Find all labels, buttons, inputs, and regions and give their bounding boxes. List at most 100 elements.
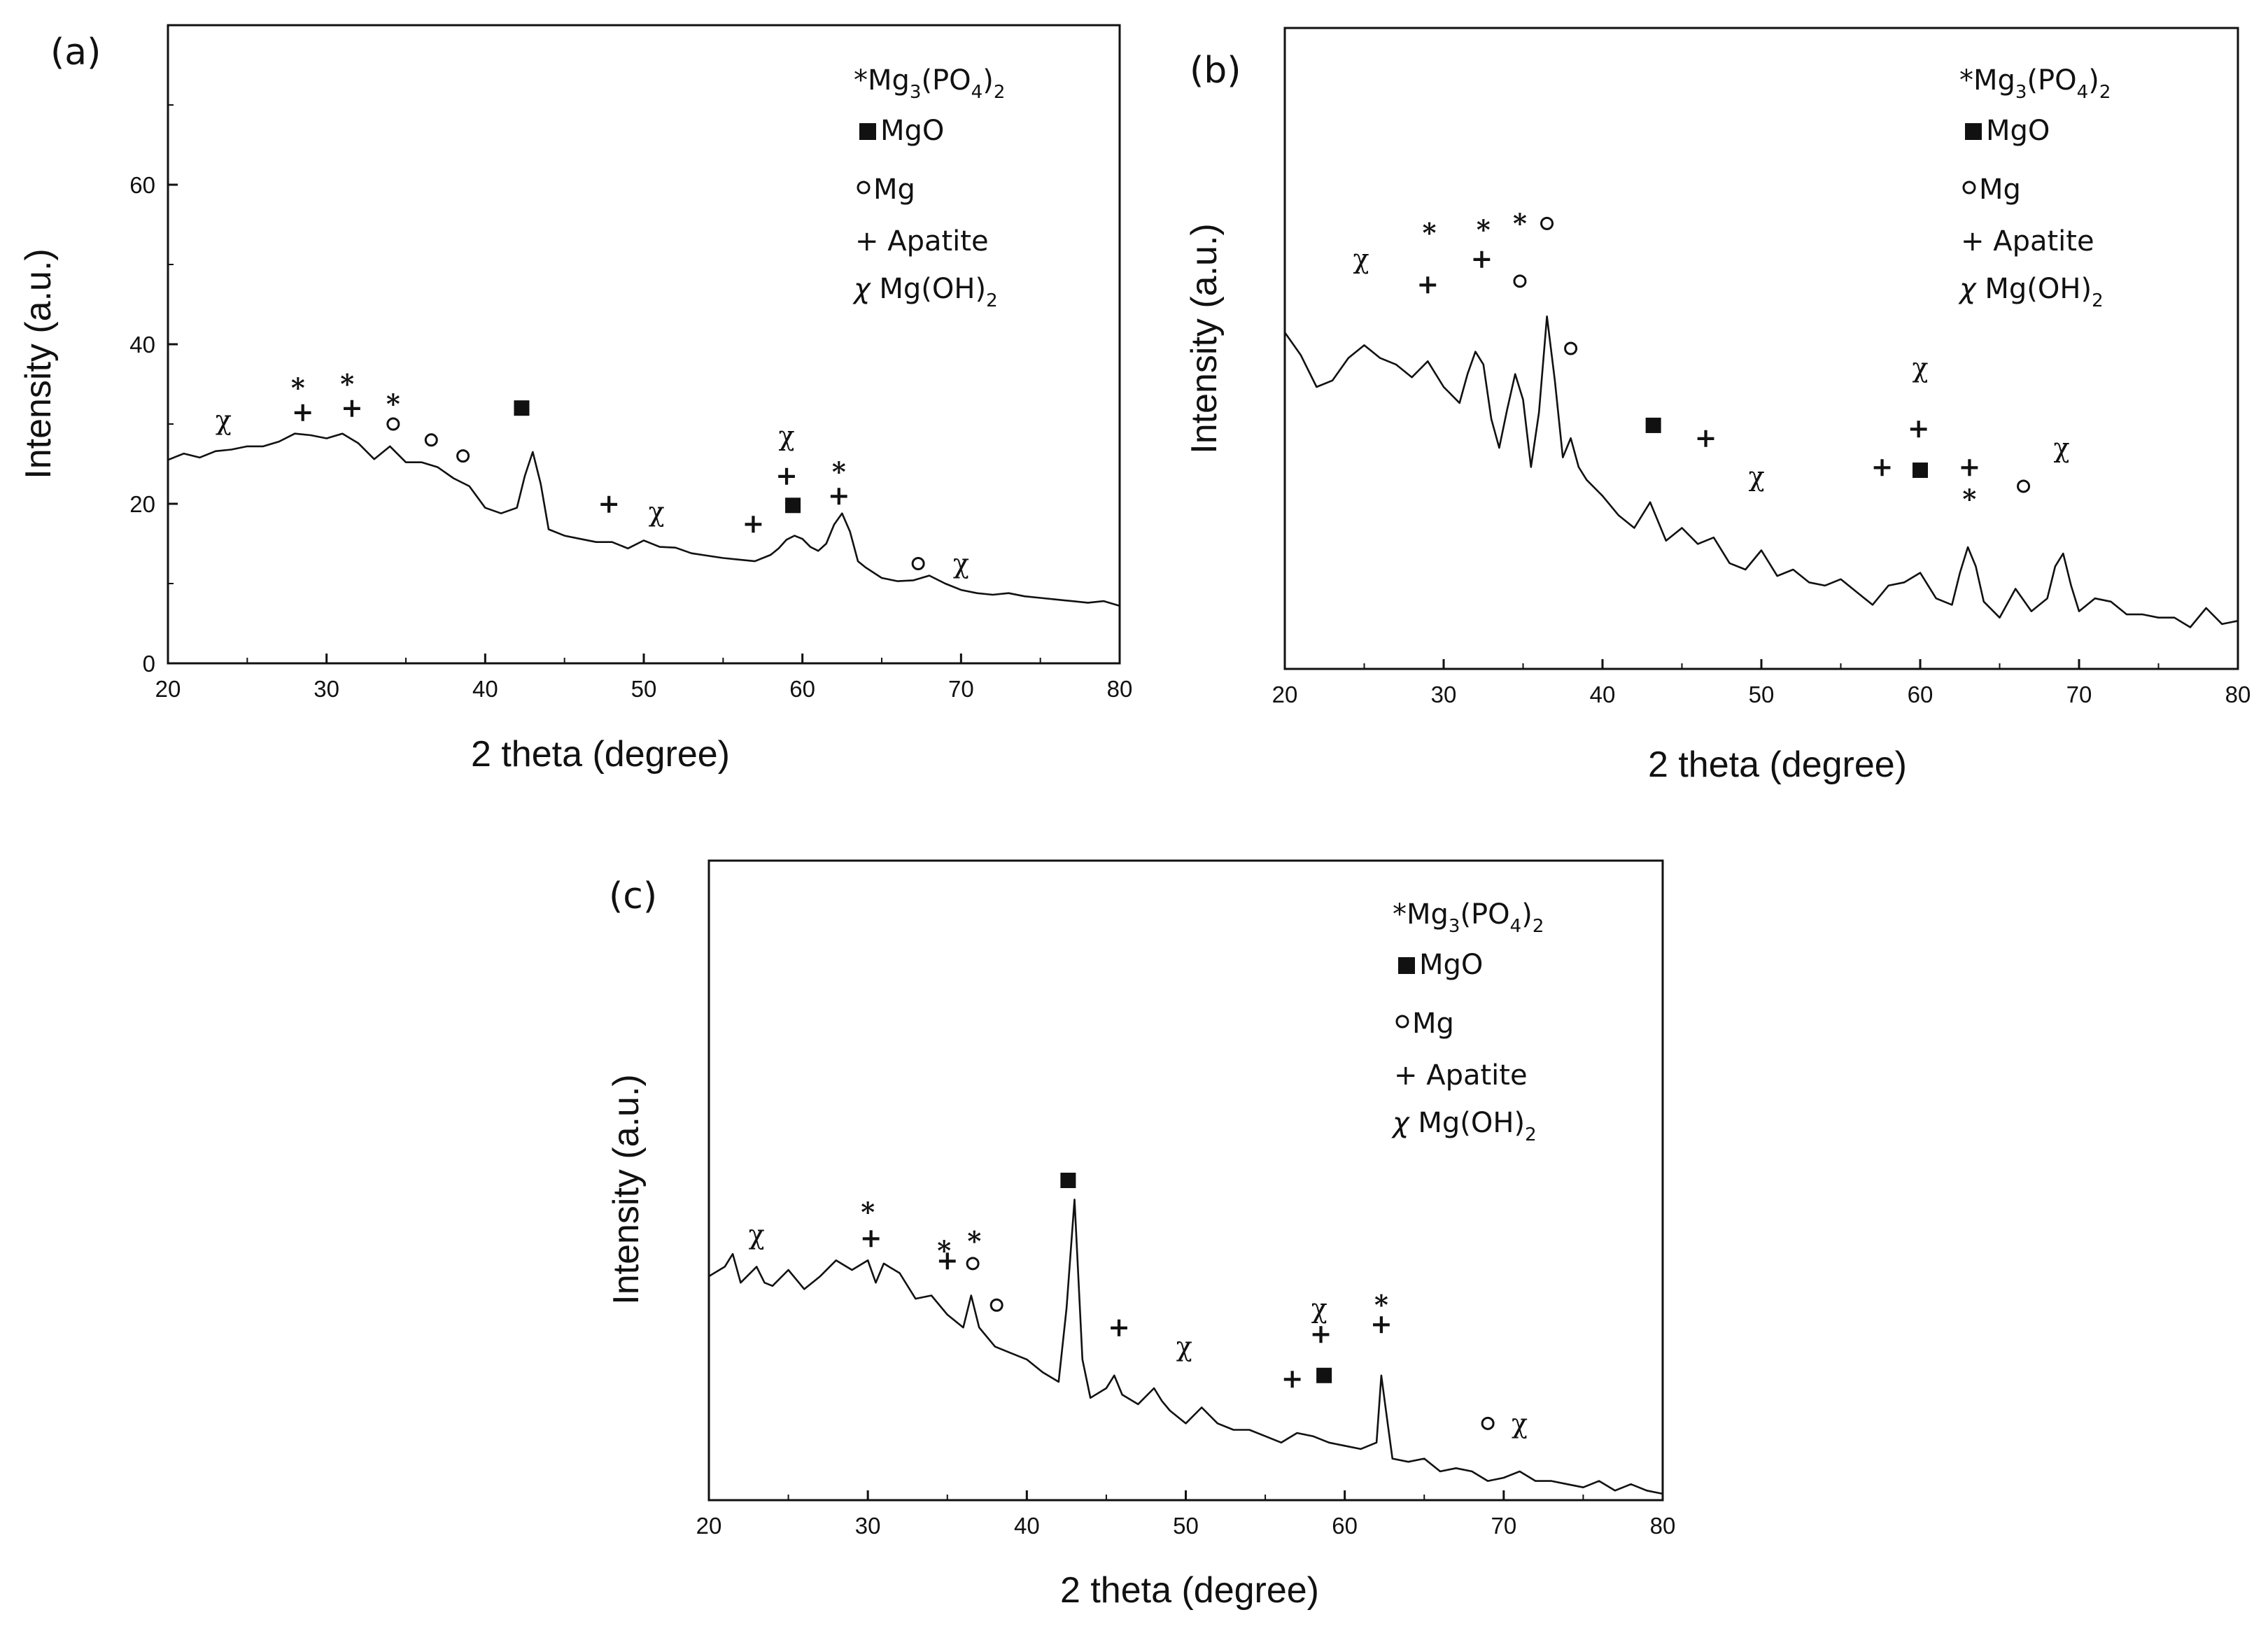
legend-mg-circle-icon — [857, 181, 871, 195]
apatite-peak-marker: + — [828, 480, 850, 511]
panel-c-plot: 20 30 40 50 60 70 80χ*+ *+*+χχ++*+χ — [696, 859, 1675, 1539]
mg3po42-peak-marker: * — [1374, 1289, 1388, 1320]
legend-mg-entry: Mg — [873, 174, 915, 206]
plot-frame — [167, 24, 1121, 665]
apatite-peak-marker: + — [1370, 1308, 1393, 1340]
panel-b: (b) 20 30 40 50 60 70 80χ*+*+*+χχ++*+χ 2 theta… — [1184, 27, 2251, 785]
mg3po42-peak-marker: * — [937, 1235, 951, 1266]
x-tick-label: 70 — [1491, 1513, 1516, 1539]
mgo-peak-marker — [1645, 417, 1661, 433]
mgoh2-peak-marker: χ — [749, 1220, 765, 1250]
panel-b-plot: 20 30 40 50 60 70 80χ*+*+*+χχ++*+χ — [1272, 27, 2251, 707]
apatite-peak-marker: + — [292, 396, 314, 428]
mgoh2-peak-marker: χ — [1512, 1408, 1528, 1439]
panel-c-legend: *Mg3(PO4)2 MgO Mg + Apatite χ Mg(OH)2 — [1391, 898, 1544, 1145]
x-tick-label: 40 — [472, 676, 498, 702]
legend-mg-entry: Mg — [1979, 174, 2021, 206]
apatite-peak-marker: + — [1871, 451, 1894, 482]
legend-mg3po42-entry: *Mg3(PO4)2 — [1959, 64, 2111, 103]
mgoh2-peak-marker: χ — [1311, 1293, 1327, 1324]
x-tick-label: 30 — [314, 676, 339, 702]
x-tick-label: 50 — [631, 676, 657, 702]
mgoh2-peak-marker: χ — [1912, 352, 1928, 383]
x-tick-label: 80 — [1107, 676, 1133, 702]
apatite-peak-marker: + — [1108, 1311, 1130, 1343]
mg3po42-peak-marker: * — [1962, 483, 1976, 514]
legend-mg3po42-entry: *Mg3(PO4)2 — [1393, 898, 1544, 937]
xrd-trace-line — [708, 1199, 1663, 1495]
mg-peak-marker — [1540, 216, 1554, 230]
legend-apatite-entry: + Apatite — [1394, 1059, 1528, 1092]
mgo-peak-marker — [514, 400, 530, 416]
y-tick-label: 60 — [129, 172, 155, 198]
apatite-peak-marker: + — [1695, 422, 1717, 453]
legend-apatite-entry: + Apatite — [855, 225, 989, 257]
x-tick-label: 70 — [948, 676, 974, 702]
mgoh2-peak-marker: χ — [216, 404, 232, 435]
xrd-trace-line — [1283, 315, 2239, 628]
x-tick-label: 50 — [1749, 682, 1775, 707]
panel-b-x-axis-title: 2 theta (degree) — [1648, 744, 1907, 785]
panel-label-c: (c) — [609, 875, 657, 917]
panel-c-y-axis-title: Intensity (a.u.) — [606, 1074, 647, 1304]
x-tick-label: 40 — [1590, 682, 1616, 707]
mg3po42-peak-marker: * — [1477, 214, 1491, 246]
mg-peak-marker — [911, 557, 925, 570]
x-tick-label: 60 — [1908, 682, 1934, 707]
legend-mgo-entry: MgO — [880, 115, 944, 147]
y-tick-label: 40 — [129, 332, 155, 358]
mg3po42-peak-marker: * — [1513, 207, 1527, 239]
panel-a-y-axis-title: Intensity (a.u.) — [18, 248, 59, 479]
x-tick-label: 40 — [1014, 1513, 1040, 1539]
panel-b-y-axis-title: Intensity (a.u.) — [1184, 223, 1225, 453]
apatite-peak-marker: + — [341, 392, 363, 423]
x-tick-label: 20 — [155, 676, 181, 702]
x-tick-label: 20 — [1272, 682, 1298, 707]
mg3po42-peak-marker: * — [291, 372, 305, 404]
mgo-peak-marker — [1316, 1367, 1332, 1383]
apatite-peak-marker: + — [1958, 451, 1980, 482]
mgo-peak-marker — [1060, 1173, 1076, 1188]
legend-mgo-square-icon — [1398, 957, 1415, 974]
mg-peak-marker — [456, 449, 470, 463]
mgo-peak-marker — [785, 497, 801, 514]
y-tick-label: 0 — [143, 651, 155, 677]
mgoh2-peak-marker: χ — [778, 421, 794, 451]
xrd-trace-line — [167, 432, 1120, 607]
apatite-peak-marker: + — [860, 1222, 882, 1253]
mg3po42-peak-marker: * — [340, 368, 354, 400]
apatite-peak-marker: + — [936, 1244, 959, 1276]
legend-mgo-square-icon — [859, 123, 876, 140]
mg3po42-peak-marker: * — [1423, 217, 1437, 248]
mg-peak-marker — [1564, 341, 1578, 355]
panel-c: (c) 20 30 40 50 60 70 80χ*+ *+*+χχ++*+χ 2 theta… — [606, 859, 1675, 1611]
legend-mgo-square-icon — [1965, 123, 1982, 140]
mg3po42-peak-marker: * — [832, 456, 846, 487]
x-tick-label: 60 — [789, 676, 815, 702]
mg-peak-marker — [386, 417, 400, 431]
plot-frame — [707, 859, 1664, 1502]
mg3po42-peak-marker: * — [386, 388, 400, 420]
x-tick-label: 30 — [855, 1513, 881, 1539]
mgoh2-peak-marker: χ — [2054, 432, 2070, 463]
legend-mg3po42-entry: *Mg3(PO4)2 — [854, 64, 1005, 103]
legend-mgoh2-entry: χ Mg(OH)2 — [1958, 273, 2104, 311]
panel-c-x-axis-title: 2 theta (degree) — [1060, 1570, 1319, 1611]
x-tick-label: 30 — [1431, 682, 1457, 707]
x-tick-label: 70 — [2066, 682, 2092, 707]
panel-b-legend: *Mg3(PO4)2 MgO Mg + Apatite χ Mg(OH)2 — [1958, 64, 2111, 311]
apatite-peak-marker: + — [742, 508, 764, 539]
mgo-peak-marker — [1913, 463, 1928, 479]
mg-peak-marker — [1513, 274, 1527, 288]
plot-frame — [1283, 27, 2239, 670]
legend-mgo-entry: MgO — [1419, 949, 1483, 981]
legend-mgoh2-entry: χ Mg(OH)2 — [852, 273, 998, 311]
mg-peak-marker — [424, 433, 438, 447]
mgoh2-peak-marker: χ — [649, 496, 665, 527]
legend-mgoh2-entry: χ Mg(OH)2 — [1391, 1107, 1537, 1145]
apatite-peak-marker: + — [1471, 243, 1493, 274]
legend-mg-circle-icon — [1962, 181, 1976, 195]
mg3po42-peak-marker: * — [861, 1196, 875, 1228]
